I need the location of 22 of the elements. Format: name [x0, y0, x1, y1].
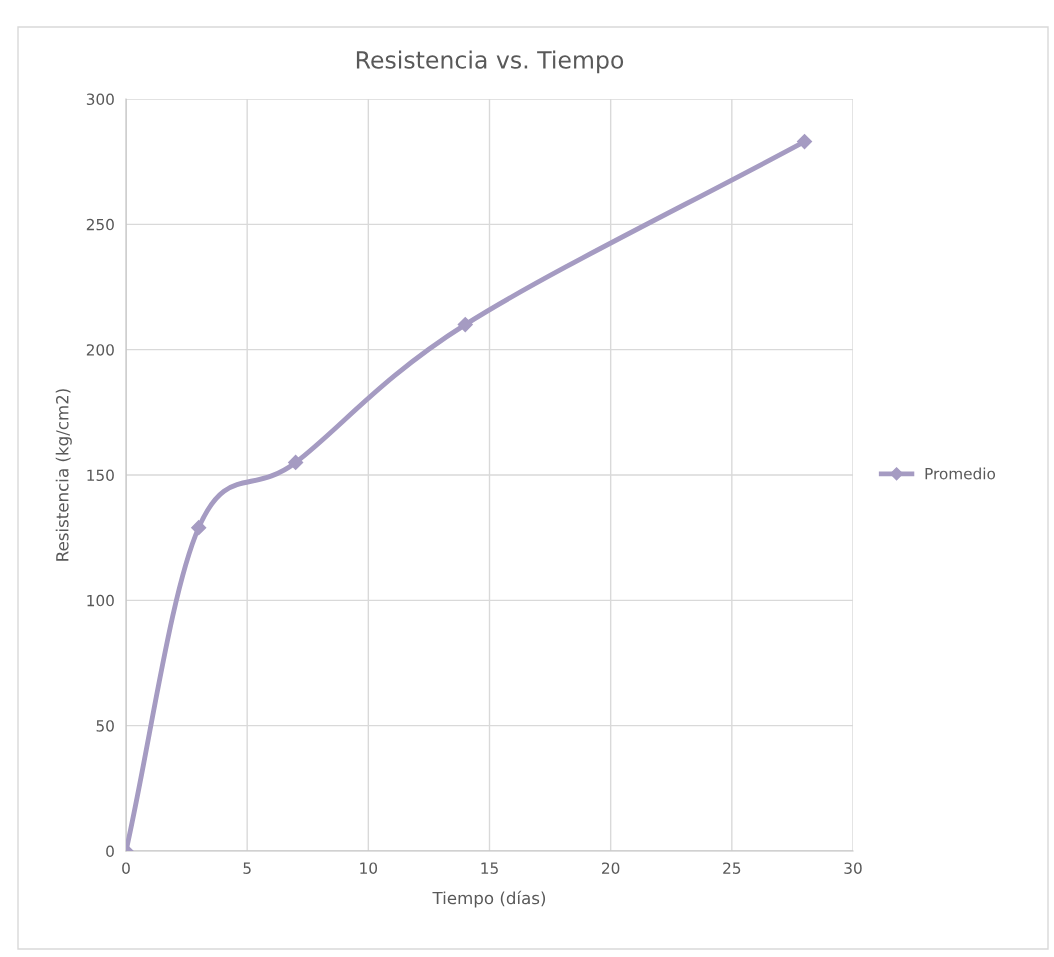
x-tick-label: 25: [723, 862, 741, 874]
y-tick-label: 50: [96, 720, 114, 732]
chart-title: Resistencia vs. Tiempo: [356, 50, 624, 74]
x-tick-label: 10: [360, 862, 378, 874]
x-tick-label: 30: [844, 862, 862, 874]
y-tick-label: 250: [86, 218, 114, 231]
y-tick-label: 300: [86, 93, 114, 106]
x-tick-label: 0: [122, 862, 130, 874]
y-tick-label: 200: [86, 344, 114, 356]
x-tick-label: 20: [602, 862, 620, 874]
x-tick-label: 15: [481, 862, 498, 874]
y-tick-label: 150: [87, 469, 114, 482]
x-axis-title: Tiempo (días): [432, 890, 546, 908]
point: [457, 317, 473, 333]
legend-label: Promedio: [925, 467, 996, 480]
point: [191, 520, 207, 536]
y-axis-title: Resistencia (kg/cm2): [55, 389, 72, 561]
y-tick-label: 100: [87, 594, 114, 607]
y-tick-label: 0: [106, 845, 114, 858]
point: [796, 134, 813, 150]
point: [288, 454, 304, 471]
x-tick-label: 5: [243, 862, 251, 874]
